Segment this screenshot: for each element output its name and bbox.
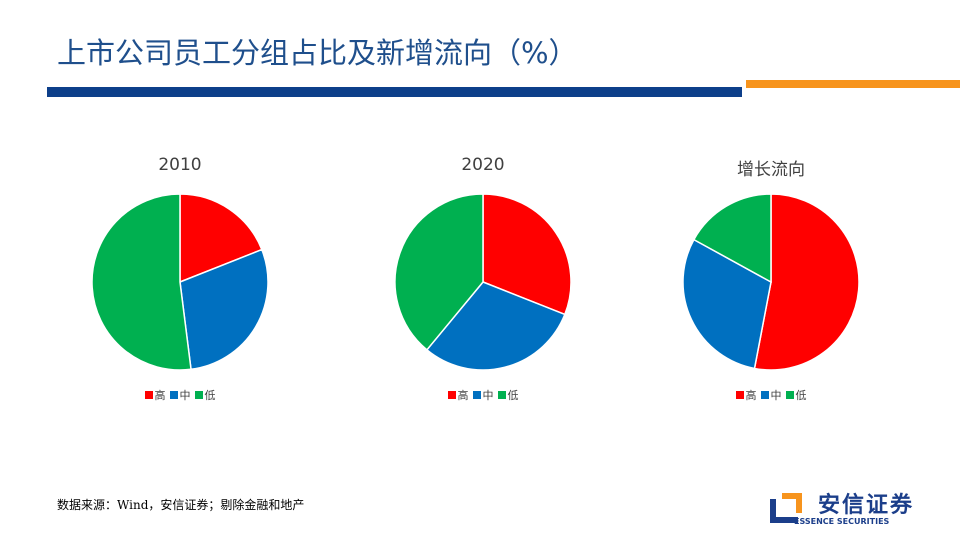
legend: 高中低 [651,387,891,403]
legend-swatch [447,391,456,399]
legend-label: 低 [507,389,519,402]
legend-label: 高 [457,389,469,402]
pie-slice-high [179,193,263,284]
pie-chart-growth: 增长流向 高中低 [651,150,891,410]
chart-title: 2010 [158,155,202,175]
logo-mark-icon [770,493,802,523]
legend-item: 低 [785,389,807,402]
logo: 安信证券 ESSENCE SECURITIES [768,487,938,531]
legend-item: 高 [447,389,469,402]
pie [91,193,269,371]
legend-label: 中 [770,389,782,402]
pie [682,193,860,371]
pie-slice-mid [179,248,269,371]
legend-item: 低 [497,389,519,402]
logo-text-cn: 安信证券 [818,493,915,518]
legend-swatch [169,391,178,399]
legend-swatch [497,391,506,399]
legend-swatch [760,391,769,399]
pie-slice-low [91,193,192,371]
legend-swatch [785,391,794,399]
legend-label: 高 [154,389,166,402]
pie-slice-low [692,193,772,284]
source-note: 数据来源：Wind，安信证券；剔除金融和地产 [57,498,305,512]
legend-swatch [144,391,153,399]
header-bar [47,87,742,97]
legend: 高中低 [60,387,300,403]
legend-item: 中 [472,389,494,402]
page-title: 上市公司员工分组占比及新增流向（%） [57,36,578,70]
pie-slice-low [394,193,484,351]
legend-swatch [194,391,203,399]
legend-item: 高 [144,389,166,402]
legend-label: 中 [179,389,191,402]
legend-item: 低 [194,389,216,402]
pie [394,193,572,371]
legend-swatch [472,391,481,399]
legend-item: 中 [169,389,191,402]
pie-chart-2020: 2020 高中低 [363,150,603,410]
pie-slice-high [753,193,860,371]
legend-item: 高 [735,389,757,402]
pie-slice-mid [682,238,772,370]
pie-chart-2010: 2010 高中低 [60,150,300,410]
legend: 高中低 [363,387,603,403]
legend-label: 低 [204,389,216,402]
legend-label: 高 [745,389,757,402]
legend-item: 中 [760,389,782,402]
chart-title: 2020 [461,155,505,175]
pie-slice-high [482,193,572,316]
legend-label: 中 [482,389,494,402]
chart-title: 增长流向 [737,160,805,180]
pie-slice-mid [425,281,566,371]
legend-label: 低 [795,389,807,402]
logo-text-en: ESSENCE SECURITIES [794,517,890,526]
legend-swatch [735,391,744,399]
accent-bar [746,80,960,88]
